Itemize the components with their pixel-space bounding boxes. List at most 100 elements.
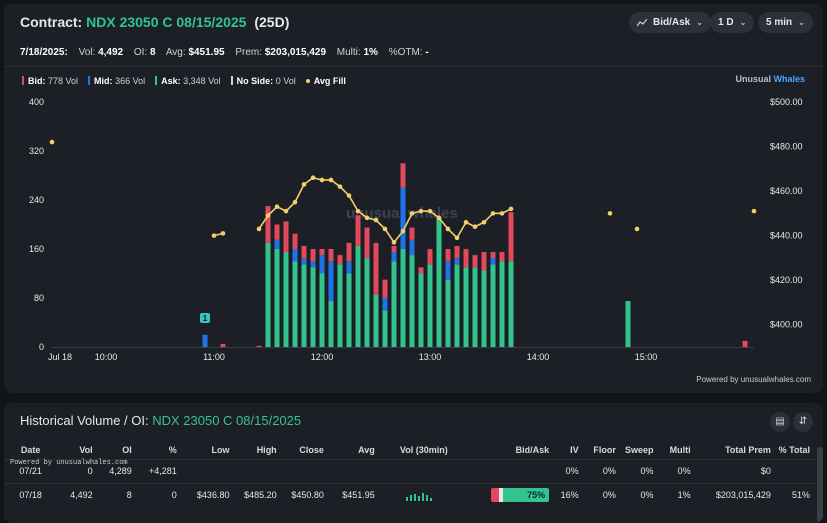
avg-fill-point [418, 208, 424, 214]
bar-segment-ask [283, 252, 289, 347]
col-oi[interactable]: OI [122, 444, 132, 455]
bar-segment-mid [490, 258, 496, 265]
col-floor[interactable]: Floor [593, 444, 616, 455]
bar-segment-ask [508, 261, 514, 347]
bar-segment-bid [310, 249, 316, 262]
avg-label: Avg: [165, 47, 186, 58]
bar-segment-bid [319, 249, 325, 256]
legend-avg-fill[interactable]: Avg Fill [305, 76, 346, 86]
bar-segment-ask [409, 255, 415, 347]
y-left-tick-label: 80 [34, 293, 44, 303]
col-close[interactable]: Close [299, 444, 324, 455]
bar-segment-bid [265, 206, 271, 243]
col-iv[interactable]: IV [570, 444, 579, 455]
legend-mid[interactable]: Mid: 366 Vol [88, 76, 145, 86]
avg-value: $451.95 [188, 47, 225, 58]
bar-segment-bid [382, 279, 388, 298]
legend-bid[interactable]: Bid: 778 Vol [22, 76, 78, 86]
vol-30min-sparkline [405, 493, 432, 502]
bar-segment-mid [310, 261, 316, 268]
x-tick-label: 15:00 [635, 352, 658, 362]
table-row[interactable]: 07/21 0 4,289 +4,281 0% 0% 0% 0% $0 [4, 458, 816, 483]
page-title: Contract: NDX 23050 C 08/15/2025 (25D) [20, 14, 289, 30]
col-total-prem[interactable]: Total Prem [725, 444, 771, 455]
bar-segment-mid [292, 249, 298, 262]
table-settings-icon[interactable]: ▤ [770, 412, 790, 432]
interval-select[interactable]: 5 min ⌄ [758, 12, 813, 33]
bar-segment-mid [301, 258, 307, 265]
bar-segment-ask [265, 242, 271, 347]
bar-segment-bid [400, 163, 406, 188]
bar-segment-bid [490, 252, 496, 259]
y-right-tick-label: $400.00 [770, 320, 803, 330]
bar-segment-bid [292, 233, 298, 249]
legend-no-side[interactable]: No Side: 0 Vol [230, 76, 296, 86]
range-select[interactable]: 1 D ⌄ [710, 12, 755, 33]
col-high[interactable]: High [256, 444, 277, 455]
bar-segment-bid [391, 245, 397, 253]
y-left-tick-label: 400 [29, 97, 44, 107]
bar-segment-bid [454, 245, 460, 259]
bar-segment-ask [355, 245, 361, 347]
table-row[interactable]: 07/18 4,492 8 0 $436.80 $485.20 $450.80 … [4, 482, 816, 507]
bar-segment-mid [382, 298, 388, 311]
historical-card: Historical Volume / OI: NDX 23050 C 08/1… [4, 403, 823, 523]
avg-fill-line [384, 228, 395, 243]
sort-toggle-icon[interactable]: ⇵ [793, 412, 813, 432]
col-avg[interactable]: Avg [358, 444, 375, 455]
y-right-tick-label: $500.00 [770, 97, 803, 107]
bar-segment-mid [328, 261, 334, 302]
multi-label: Multi: [336, 47, 361, 58]
bar-segment-ask [346, 273, 352, 347]
bar-segment-ask [319, 273, 325, 347]
avg-fill-point [310, 175, 316, 181]
y-left-tick-label: 0 [39, 342, 44, 352]
col-bid-ask[interactable]: Bid/Ask [515, 444, 550, 455]
bar-segment-bid [373, 242, 379, 295]
bar-segment-mid [409, 239, 415, 256]
col-multi[interactable]: Multi [669, 444, 691, 455]
avg-fill-point [364, 215, 370, 221]
col-pct-total[interactable]: % Total [778, 444, 810, 455]
bid-ask-bar: 75% [491, 488, 550, 503]
bar-segment-bid [346, 242, 352, 262]
historical-table: Date Vol OI % Low High Close Avg Vol (30… [4, 441, 816, 507]
vol-label: Vol: [78, 47, 96, 58]
avg-fill-point [490, 211, 496, 216]
table-scrollbar[interactable] [817, 447, 823, 523]
avg-fill-point [265, 213, 271, 218]
col-sweep[interactable]: Sweep [625, 444, 654, 455]
avg-fill-point [481, 219, 487, 225]
brand-logo: Unusual Whales [735, 74, 805, 84]
col-oi-change[interactable]: % [168, 444, 177, 455]
contract-symbol[interactable]: NDX 23050 C 08/15/2025 [86, 14, 247, 30]
divider [4, 66, 823, 67]
bar-segment-ask [472, 267, 478, 347]
y-left-tick-label: 240 [29, 195, 44, 205]
annotation-flag [200, 313, 210, 323]
y-right-tick-label: $480.00 [770, 142, 803, 152]
range-label: 1 D [718, 17, 734, 28]
bar-segment-bid [274, 224, 280, 240]
vol-value: 4,492 [98, 47, 124, 58]
avg-fill-point [607, 211, 613, 216]
avg-fill-point [445, 226, 451, 232]
bar-segment-ask [373, 294, 379, 347]
avg-fill-point [211, 233, 217, 238]
bid-ask-toggle[interactable]: Bid/Ask ⌄ [629, 12, 711, 33]
col-vol-30min[interactable]: Vol (30min) [399, 444, 448, 455]
legend-ask[interactable]: Ask: 3,348 Vol [155, 76, 221, 86]
col-date[interactable]: Date [20, 444, 41, 455]
chevron-down-icon: ⌄ [696, 18, 703, 27]
x-tick-label: 14:00 [527, 352, 550, 362]
avg-fill-point [49, 139, 55, 145]
annotation-label: 1 [203, 314, 208, 323]
bar-segment-mid [454, 258, 460, 265]
bar-segment-ask [427, 264, 433, 347]
bar-segment-mid [202, 334, 208, 347]
volume-chart: unusual whales080160240320400$400.00$420… [29, 97, 803, 362]
col-low[interactable]: Low [211, 444, 230, 455]
bar-segment-bid [364, 227, 370, 259]
col-vol[interactable]: Vol [79, 444, 93, 455]
table-header-row: Date Vol OI % Low High Close Avg Vol (30… [4, 441, 816, 459]
